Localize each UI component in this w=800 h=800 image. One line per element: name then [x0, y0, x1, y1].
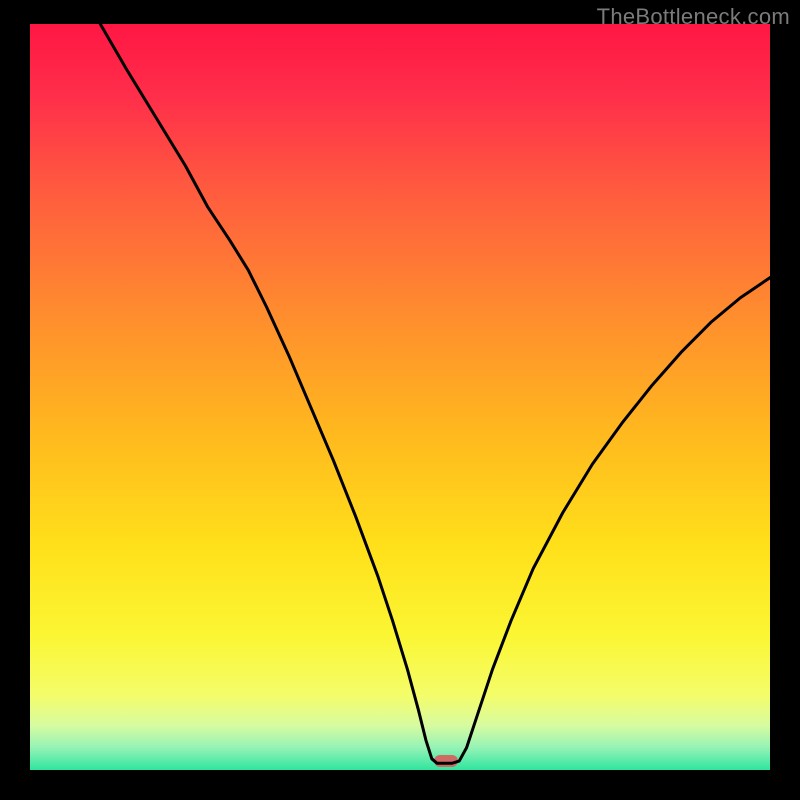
bottleneck-curve [30, 24, 770, 770]
chart-frame: TheBottleneck.com [0, 0, 800, 800]
plot-area [30, 24, 770, 770]
curve-path [100, 24, 770, 763]
watermark-text: TheBottleneck.com [597, 4, 790, 30]
